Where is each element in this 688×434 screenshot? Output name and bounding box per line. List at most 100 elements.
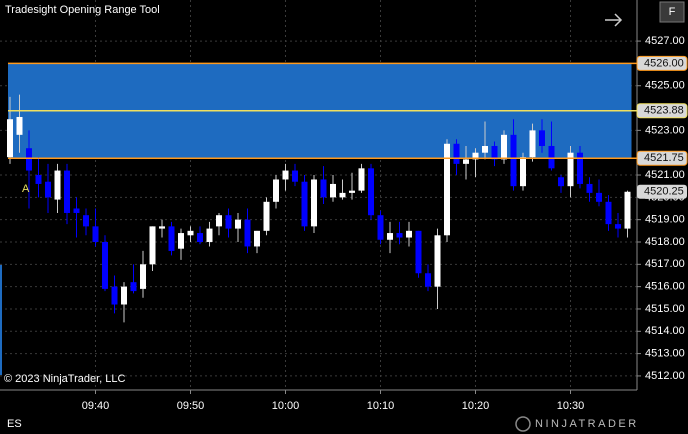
candle-body — [624, 191, 631, 229]
candle-body — [254, 230, 260, 247]
candle-body — [159, 226, 165, 229]
candle-body — [453, 143, 460, 164]
candle-body — [92, 226, 99, 242]
y-tick-label: 4518.00 — [645, 236, 685, 248]
candle-body — [377, 215, 384, 240]
candle-body — [320, 179, 327, 198]
copyright: © 2023 NinjaTrader, LLC — [4, 373, 125, 385]
f-button-label[interactable]: F — [669, 6, 676, 18]
candle-body — [45, 181, 51, 198]
price-tag-label: 4523.88 — [644, 105, 684, 117]
candle-body — [558, 177, 564, 187]
candle-body — [7, 119, 13, 158]
candle-body — [615, 224, 621, 229]
candle-body — [406, 230, 412, 238]
candle-body — [463, 159, 469, 164]
candle-body — [605, 201, 612, 225]
candle-body — [273, 179, 279, 202]
x-tick-label: 10:30 — [557, 400, 585, 412]
x-tick-label: 10:10 — [367, 400, 395, 412]
logo: NINJATRADER — [535, 418, 639, 430]
candle-body — [225, 215, 232, 229]
candle-body — [529, 130, 536, 158]
price-tag-label: 4521.75 — [644, 152, 684, 164]
candle-body — [102, 241, 108, 289]
last-price-label: 4520.25 — [644, 186, 684, 198]
last-price-tag — [637, 184, 687, 199]
candle-body — [472, 152, 479, 160]
candle-body — [244, 219, 251, 247]
candle-body — [216, 215, 222, 227]
candle-body — [567, 152, 574, 187]
candle-body — [539, 130, 545, 146]
candle-body — [425, 273, 431, 287]
y-tick-label: 4521.00 — [645, 169, 685, 181]
candle-body — [368, 168, 374, 216]
candle-body — [482, 145, 488, 153]
candle-body — [263, 201, 270, 231]
y-tick-label: 4527.00 — [645, 35, 685, 47]
x-tick-label: 10:20 — [462, 400, 490, 412]
candle-body — [387, 233, 393, 240]
candle-body — [149, 226, 156, 265]
candle-body — [121, 286, 127, 305]
candle-body — [111, 286, 118, 305]
candle-body — [292, 170, 298, 182]
x-tick-label: 09:40 — [82, 400, 110, 412]
candle-body — [510, 134, 517, 187]
y-tick-label: 4519.00 — [645, 214, 685, 226]
price-tag-label: 4526.00 — [644, 57, 684, 69]
candle-body — [140, 264, 146, 289]
candle-body — [491, 145, 498, 160]
candle-body — [35, 175, 42, 184]
candle-body — [187, 230, 194, 236]
candle-body — [339, 192, 346, 198]
candle-body — [596, 192, 602, 202]
annotation: A — [22, 183, 30, 195]
arrow-button[interactable] — [605, 13, 623, 27]
candle-body — [577, 152, 583, 184]
candle-body — [349, 190, 355, 193]
price-tag — [636, 103, 688, 119]
y-tick-label: 4517.00 — [645, 258, 685, 270]
candle-body — [415, 230, 422, 274]
candle-body — [501, 134, 507, 160]
candle-body — [586, 183, 593, 193]
candle-body — [73, 208, 80, 213]
candle-body — [311, 179, 317, 227]
f-button[interactable] — [659, 1, 685, 23]
candle-body — [330, 183, 336, 198]
price-tag — [636, 55, 688, 71]
y-tick-label: 4523.00 — [645, 124, 685, 136]
candle-body — [130, 282, 137, 292]
candle-body — [197, 233, 203, 242]
candle-body — [235, 219, 241, 229]
candle-body — [83, 215, 89, 227]
y-tick-label: 4516.00 — [645, 281, 685, 293]
chart-title: Tradesight Opening Range Tool — [5, 4, 160, 16]
y-tick-label: 4515.00 — [645, 303, 685, 315]
candle-body — [54, 170, 61, 200]
logo-icon — [515, 416, 531, 432]
candle-body — [178, 233, 184, 249]
candle-body — [396, 233, 403, 238]
y-tick-label: 4525.00 — [645, 80, 685, 92]
y-tick-label: 4514.00 — [645, 325, 685, 337]
candle-body — [301, 181, 308, 227]
y-tick-label: 4513.00 — [645, 348, 685, 360]
candle-body — [16, 116, 23, 135]
candle-body — [282, 170, 289, 180]
candle-body — [26, 148, 32, 171]
instrument: ES — [7, 418, 22, 430]
candle-body — [434, 235, 441, 287]
candle-body — [168, 226, 175, 251]
candle-body — [548, 145, 555, 169]
arrow-head — [614, 13, 623, 27]
candle-body — [444, 143, 450, 236]
candle-body — [520, 157, 526, 187]
x-tick-label: 09:50 — [177, 400, 205, 412]
y-tick-label: 4512.00 — [645, 370, 685, 382]
candle-body — [358, 168, 365, 191]
candle-body — [64, 170, 70, 213]
